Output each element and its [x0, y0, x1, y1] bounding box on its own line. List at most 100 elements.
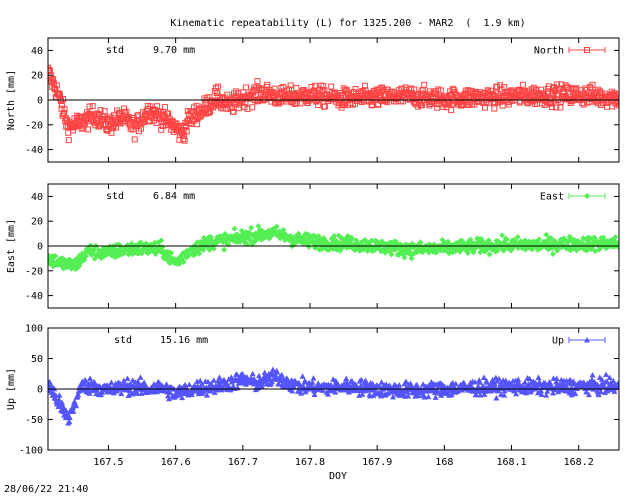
north-point [613, 93, 619, 100]
north-point [594, 100, 601, 107]
north-point [89, 103, 96, 110]
up-xtick-label: 167.7 [228, 457, 258, 468]
north-point [490, 98, 497, 105]
north-point [368, 102, 375, 109]
up-xtick-label: 168 [435, 457, 453, 468]
east-point [248, 224, 255, 231]
north-point [589, 81, 596, 88]
up-point [614, 380, 619, 387]
east-std-label: std [106, 191, 124, 202]
up-ytick-label: 50 [31, 354, 43, 365]
north-point [78, 125, 85, 132]
up-point [309, 379, 316, 385]
east-point [486, 251, 493, 258]
up-point [396, 381, 403, 388]
up-point [550, 390, 557, 396]
north-point [519, 81, 526, 88]
east-point [550, 250, 557, 257]
east-std-value: 6.84 mm [153, 191, 195, 202]
north-point [183, 128, 190, 135]
north-point [157, 108, 164, 115]
up-point [255, 372, 262, 379]
up-point [311, 391, 318, 397]
up-point [278, 371, 285, 378]
east-point [168, 249, 175, 256]
north-point [56, 90, 63, 97]
north-point [235, 105, 242, 112]
north-point [548, 103, 555, 110]
up-point [48, 379, 54, 386]
east-point [535, 236, 542, 243]
east-point [196, 250, 203, 257]
north-point [437, 87, 444, 94]
up-xtick-label: 167.8 [295, 457, 325, 468]
north-point [568, 98, 575, 105]
north-point [180, 136, 187, 143]
north-point [287, 82, 294, 89]
up-point [63, 407, 70, 414]
up-point [616, 383, 619, 389]
up-ytick-label: -100 [19, 446, 43, 457]
north-legend-marker [584, 47, 590, 53]
up-xtick-label: 167.6 [161, 457, 191, 468]
north-point [275, 100, 282, 107]
east-point [368, 237, 375, 244]
up-ytick-label: 100 [25, 324, 43, 335]
up-point [108, 379, 115, 385]
up-point [472, 378, 479, 385]
north-point [293, 84, 300, 91]
north-point [552, 86, 559, 93]
up-legend-label: Up [552, 336, 564, 347]
east-point [514, 233, 521, 240]
north-points [48, 64, 619, 144]
east-ytick-label: -40 [25, 291, 43, 302]
north-point [159, 123, 166, 130]
north-ytick-label: 20 [31, 71, 43, 82]
north-point [230, 108, 237, 115]
east-point [255, 223, 262, 230]
up-point [572, 390, 579, 397]
up-point [521, 379, 528, 385]
north-point [361, 82, 368, 89]
up-point [148, 384, 155, 390]
east-ytick-label: -20 [25, 266, 43, 277]
north-point [49, 75, 56, 82]
figure-title: Kinematic repeatability (L) for 1325.200… [170, 18, 525, 29]
north-point [481, 104, 488, 111]
up-xtick-label: 167.9 [362, 457, 392, 468]
north-point [616, 102, 619, 109]
up-point [515, 376, 522, 382]
up-point [434, 387, 441, 393]
up-point [70, 408, 77, 414]
up-point [595, 391, 602, 398]
up-point [475, 383, 482, 389]
up-point [480, 374, 487, 380]
panel-east: -40 -20 0 20 40 East [mm] std 6.84 mm East [6, 183, 620, 309]
up-point [384, 390, 391, 396]
up-point [495, 375, 502, 382]
up-point [73, 402, 80, 409]
north-point [321, 103, 328, 110]
up-point [281, 379, 288, 386]
east-ylabel: East [mm] [6, 219, 17, 273]
east-point [547, 235, 554, 242]
up-point [432, 394, 439, 400]
up-point [473, 391, 480, 398]
north-point [312, 82, 319, 89]
east-point [388, 251, 395, 258]
east-point [499, 232, 506, 239]
up-point [343, 375, 350, 381]
north-point [614, 97, 619, 104]
up-point [452, 380, 459, 387]
up-point [601, 383, 608, 389]
up-point [166, 395, 173, 402]
up-point [553, 375, 560, 382]
up-point [544, 388, 551, 394]
up-point [523, 387, 530, 394]
east-point [305, 243, 312, 250]
up-point [535, 374, 542, 380]
north-point [503, 92, 510, 99]
up-point [182, 381, 189, 388]
up-xtick-label: 167.5 [93, 457, 123, 468]
north-point [60, 95, 67, 102]
